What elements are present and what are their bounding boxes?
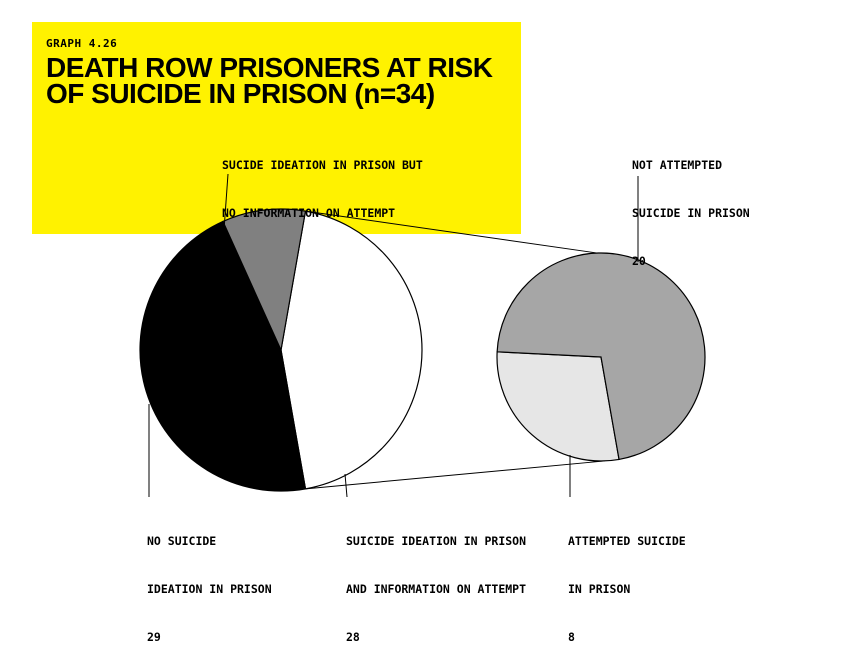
label-ideation-with-info: SUICIDE IDEATION IN PRISON AND INFORMATI…: [346, 501, 526, 661]
label-attempted: ATTEMPTED SUICIDE IN PRISON 8: [568, 501, 686, 661]
label-text: AND INFORMATION ON ATTEMPT: [346, 582, 527, 596]
slice-attempted: [496, 351, 620, 462]
label-text: SUCIDE IDEATION IN PRISON BUT: [222, 158, 423, 172]
graph-number: GRAPH 4.26: [46, 37, 118, 50]
slice-not-attempted: [496, 252, 706, 461]
label-value: 8: [568, 630, 575, 644]
label-text: ATTEMPTED SUICIDE: [568, 534, 686, 548]
label-text: SUICIDE IDEATION IN PRISON: [346, 534, 527, 548]
label-value: 29: [147, 630, 161, 644]
label-value: 6: [222, 254, 229, 268]
connector-lines: [305, 210, 605, 490]
connector-bottom: [305, 460, 605, 490]
label-leader-lines: [148, 173, 639, 498]
label-value: 28: [346, 630, 360, 644]
pie-of-pie-chart: [139, 173, 706, 498]
slice-no-ideation: [139, 220, 307, 492]
label-text: NO SUICIDE: [147, 534, 217, 548]
label-text: IN PRISON: [568, 582, 631, 596]
label-value: 20: [632, 254, 646, 268]
label-ideation-no-info: SUCIDE IDEATION IN PRISON BUT NO INFORMA…: [222, 125, 423, 285]
leader-ideation-no-info: [223, 173, 229, 231]
breakdown-pie: [496, 252, 706, 462]
connector-top: [305, 210, 598, 254]
label-text: IDEATION IN PRISON: [147, 582, 272, 596]
label-text: SUICIDE IN PRISON: [632, 206, 750, 220]
leader-ideation-with-info: [344, 473, 348, 498]
label-not-attempted: NOT ATTEMPTED SUICIDE IN PRISON 20: [632, 125, 750, 285]
label-text: NOT ATTEMPTED: [632, 158, 723, 172]
label-no-ideation: NO SUICIDE IDEATION IN PRISON 29: [147, 501, 272, 661]
slice-ideation-with-info: [280, 210, 423, 490]
label-text: NO INFORMATION ON ATTEMPT: [222, 206, 396, 220]
chart-title: DEATH ROW PRISONERS AT RISK OF SUICIDE I…: [46, 52, 493, 109]
main-pie: [139, 208, 423, 492]
title-background: [32, 22, 521, 234]
